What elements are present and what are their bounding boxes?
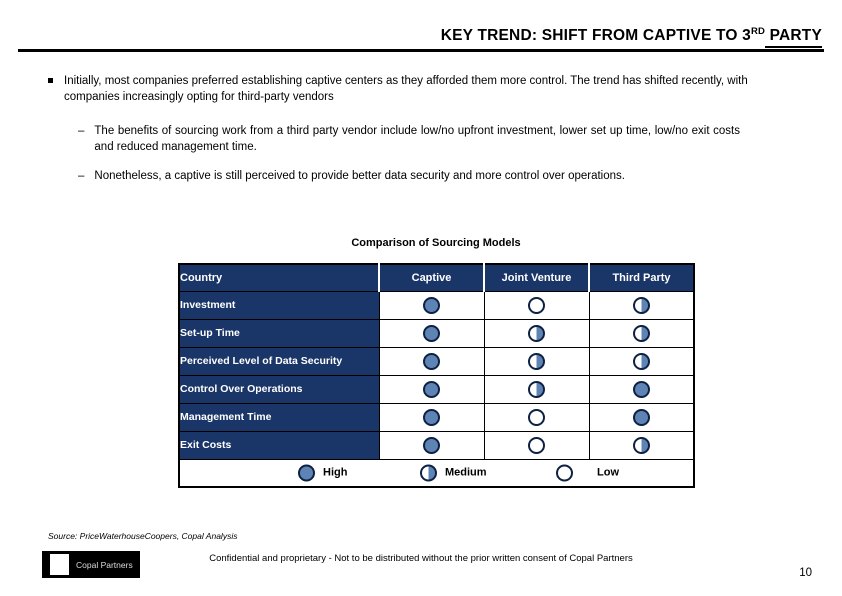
harvey-ball (423, 352, 440, 370)
legend-item-medium: Medium (420, 464, 487, 482)
harvey-ball (423, 324, 440, 342)
header-joint-venture: Joint Venture (483, 263, 590, 292)
row-label: Perceived Level of Data Security (178, 346, 380, 376)
harvey-ball (423, 408, 440, 426)
header-captive: Captive (378, 263, 485, 292)
dash-bullet-icon: – (78, 170, 85, 182)
harvey-ball (632, 324, 650, 342)
legend-label: Low (597, 466, 619, 479)
sub-bullet: – Nonetheless, a captive is still percei… (78, 168, 740, 184)
page-title: KEY TREND: SHIFT FROM CAPTIVE TO 3RD PAR… (440, 26, 822, 49)
legend-item-high: High (298, 464, 348, 482)
row-label: Control Over Operations (178, 374, 380, 404)
square-bullet-icon (48, 78, 53, 83)
row-label: Set-up Time (178, 318, 380, 348)
copal-partners-logo: Copal Partners (42, 551, 140, 578)
dash-bullet-icon: – (78, 125, 85, 137)
harvey-ball (632, 352, 650, 370)
confidentiality-notice: Confidential and proprietary - Not to be… (209, 553, 633, 564)
harvey-ball (528, 352, 545, 370)
table-header-row: Country Captive Joint Venture Third Part… (178, 263, 695, 292)
header-third-party: Third Party (588, 263, 695, 292)
page-title-text: KEY TREND: SHIFT FROM CAPTIVE TO 3 (440, 27, 751, 45)
row-label: Investment (178, 290, 380, 320)
main-bullet: Initially, most companies preferred esta… (48, 73, 748, 105)
legend-row: High Medium Low (178, 458, 695, 488)
harvey-ball-medium-icon (420, 464, 437, 482)
harvey-ball (632, 380, 650, 398)
legend-item-low: Low (556, 464, 619, 482)
logo-text: Copal Partners (76, 559, 133, 570)
title-rule (18, 49, 824, 52)
table-row: Perceived Level of Data Security (178, 346, 695, 376)
page-title-underlined: PARTY (765, 27, 822, 49)
row-label: Management Time (178, 402, 380, 432)
table-title: Comparison of Sourcing Models (351, 237, 521, 249)
source-note: Source: PriceWaterhouseCoopers, Copal An… (48, 531, 238, 541)
body-text: Initially, most companies preferred esta… (48, 73, 754, 197)
sub-bullet-text: The benefits of sourcing work from a thi… (94, 125, 740, 153)
harvey-ball (423, 436, 440, 454)
table-row: Control Over Operations (178, 374, 695, 404)
table-row: Investment (178, 290, 695, 320)
harvey-ball-low-icon (556, 464, 573, 482)
harvey-ball (528, 436, 545, 454)
row-label: Exit Costs (178, 430, 380, 460)
harvey-ball (423, 296, 440, 314)
table-row: Management Time (178, 402, 695, 432)
harvey-ball (423, 380, 440, 398)
harvey-ball (528, 324, 545, 342)
harvey-ball (632, 296, 650, 314)
main-bullet-text: Initially, most companies preferred esta… (64, 75, 748, 103)
logo-square-icon (50, 554, 69, 575)
sub-bullet-list: – The benefits of sourcing work from a t… (78, 123, 740, 184)
page-number: 10 (799, 567, 812, 579)
harvey-ball-high-icon (298, 464, 315, 482)
harvey-ball (528, 296, 545, 314)
comparison-section: Comparison of Sourcing Models Country Ca… (178, 237, 695, 488)
table-row: Exit Costs (178, 430, 695, 460)
sub-bullet: – The benefits of sourcing work from a t… (78, 123, 740, 155)
table-row: Set-up Time (178, 318, 695, 348)
header-country: Country (178, 263, 380, 292)
harvey-ball (632, 408, 650, 426)
legend-label: Medium (445, 466, 487, 479)
page-title-superscript: RD (750, 26, 766, 37)
harvey-ball (528, 380, 545, 398)
legend-label: High (323, 466, 348, 479)
sub-bullet-text: Nonetheless, a captive is still perceive… (94, 170, 625, 182)
harvey-ball (632, 436, 650, 454)
comparison-table: Country Captive Joint Venture Third Part… (178, 263, 695, 488)
harvey-ball (528, 408, 545, 426)
